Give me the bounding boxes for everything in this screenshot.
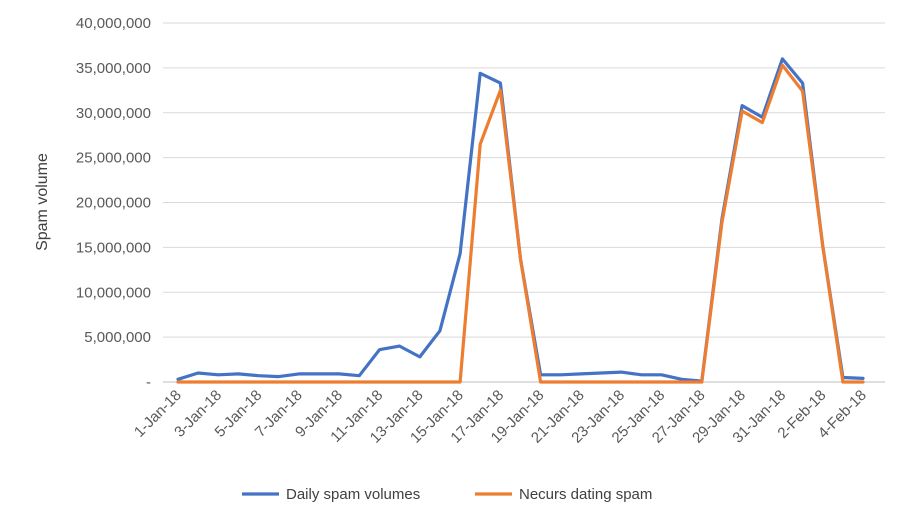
y-tick-label: 30,000,000 <box>76 105 151 122</box>
y-tick-label: 40,000,000 <box>76 15 151 32</box>
y-tick-label: 5,000,000 <box>84 329 151 346</box>
y-tick-label: 25,000,000 <box>76 150 151 167</box>
y-tick-label: 20,000,000 <box>76 195 151 212</box>
y-tick-label: 35,000,000 <box>76 60 151 77</box>
x-axis-tick-labels: 1-Jan-183-Jan-185-Jan-187-Jan-189-Jan-18… <box>131 387 870 447</box>
series-lines <box>176 57 865 384</box>
series-line-1 <box>176 57 865 383</box>
y-axis-tick-labels: - 5,000,000 10,000,000 15,000,000 20,000,000… <box>76 15 151 391</box>
legend-label-2: Necurs dating spam <box>519 486 652 503</box>
legend-label-1: Daily spam volumes <box>286 486 420 503</box>
y-tick-label: 10,000,000 <box>76 284 151 301</box>
legend: Daily spam volumes Necurs dating spam <box>242 486 652 503</box>
series-line-2 <box>176 63 865 384</box>
gridlines <box>163 22 885 338</box>
y-axis-title: Spam volume <box>34 153 51 251</box>
y-tick-label: 15,000,000 <box>76 239 151 256</box>
y-tick-label: - <box>146 374 151 391</box>
